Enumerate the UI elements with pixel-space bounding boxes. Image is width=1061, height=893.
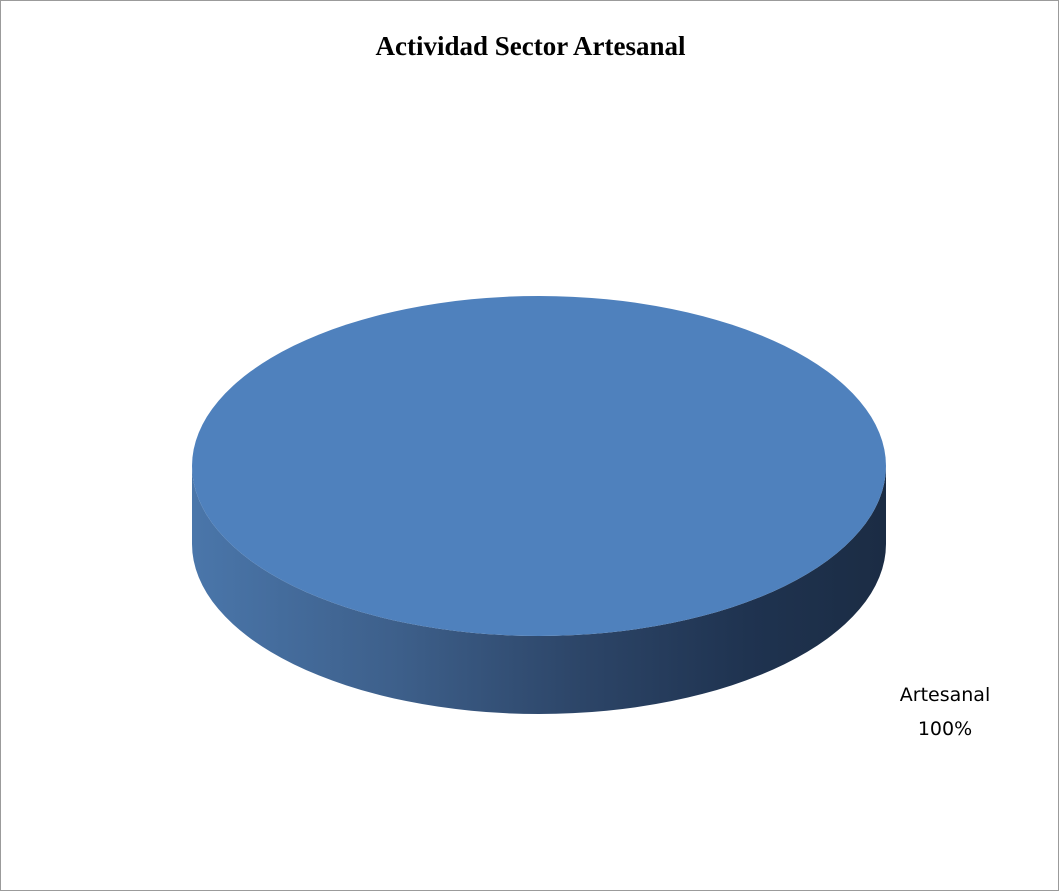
pie-slices — [192, 296, 886, 714]
pie-slice-artesanal — [192, 296, 886, 636]
slice-label-name: Artesanal — [900, 684, 990, 706]
pie-slice-side — [192, 466, 886, 714]
chart-title: Actividad Sector Artesanal — [375, 31, 686, 61]
slice-label-value: 100% — [918, 718, 972, 740]
